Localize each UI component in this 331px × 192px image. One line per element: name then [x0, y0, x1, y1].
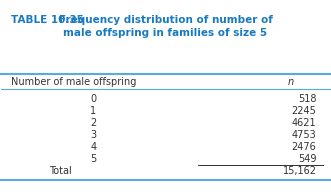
Text: Number of male offspring: Number of male offspring [11, 77, 137, 87]
Text: 4: 4 [90, 142, 96, 152]
Text: Total: Total [49, 166, 72, 176]
Text: n: n [287, 77, 293, 87]
Text: 2476: 2476 [292, 142, 316, 152]
Text: TABLE 10.35: TABLE 10.35 [11, 15, 84, 25]
Text: Frequency distribution of number of
male offspring in families of size 5: Frequency distribution of number of male… [59, 15, 272, 38]
Text: 518: 518 [298, 94, 316, 104]
Text: 4753: 4753 [292, 130, 316, 140]
Text: 3: 3 [90, 130, 96, 140]
Text: 15,162: 15,162 [282, 166, 316, 176]
Text: 5: 5 [90, 154, 96, 164]
Text: 549: 549 [298, 154, 316, 164]
Text: 1: 1 [90, 106, 96, 116]
Text: 2245: 2245 [292, 106, 316, 116]
Text: 0: 0 [90, 94, 96, 104]
Text: 4621: 4621 [292, 118, 316, 128]
Text: 2: 2 [90, 118, 96, 128]
